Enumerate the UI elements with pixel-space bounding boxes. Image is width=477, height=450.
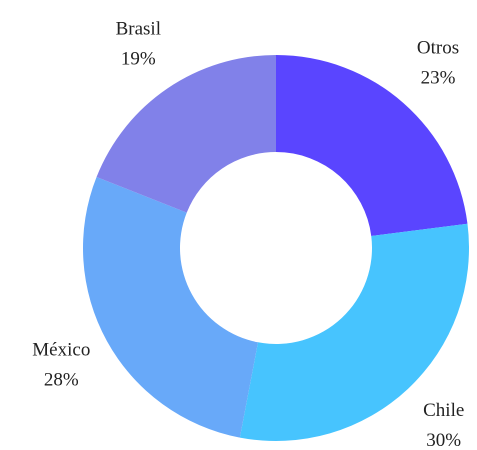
slice-label: Brasil: [116, 19, 161, 40]
slice-value: 23%: [421, 68, 456, 89]
slice-value: 28%: [44, 369, 79, 390]
donut-slice: [83, 176, 259, 438]
donut-slice: [239, 223, 469, 442]
slice-label: México: [32, 339, 90, 360]
slice-label: Chile: [423, 400, 464, 421]
donut-slice: [96, 55, 277, 213]
slice-value: 30%: [426, 430, 461, 450]
donut-slice: [276, 55, 468, 236]
slice-value: 19%: [121, 49, 156, 70]
slice-label: Otros: [417, 38, 459, 59]
